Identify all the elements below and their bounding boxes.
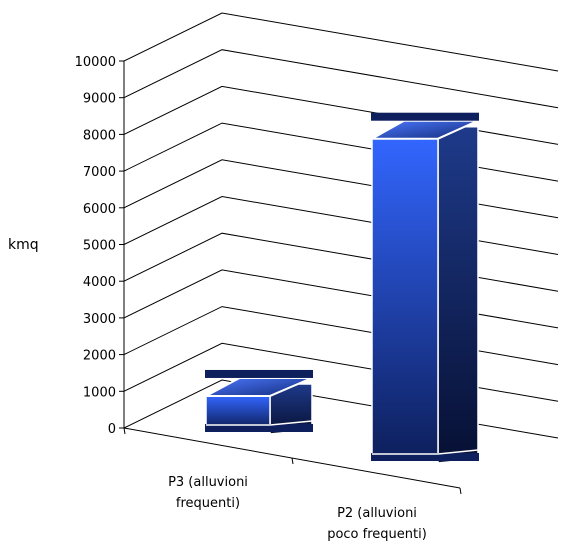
bar-base-strip [371,453,479,461]
y-tick-label: 1000 [83,385,116,400]
y-tick-label: 5000 [83,239,116,254]
bar-cap-back [371,112,479,121]
x-tick-label-line: P3 (alluvioni [168,475,248,490]
x-tick-label-line: poco frequenti) [327,527,427,542]
y-tick-label: 0 [108,422,116,437]
y-tick-label: 10000 [75,55,116,70]
gridline [123,269,559,329]
bar-side-edge [437,449,479,455]
gridline [123,159,559,219]
y-axis-label: kmq [8,237,39,253]
x-tick-label: P2 (alluvioni poco frequenti) [327,506,427,542]
gridline [123,49,559,109]
bar-front [205,395,271,429]
gridline [123,379,559,439]
bar-front [371,137,439,458]
x-tick [291,457,294,465]
x-tick [123,427,126,435]
axes [119,60,462,495]
gridline [123,85,559,145]
gridline [123,342,559,402]
y-tick-label: 7000 [83,165,116,180]
y-tick-label: 9000 [83,92,116,107]
y-tick-label: 8000 [83,128,116,143]
y-tick-label: 2000 [83,349,116,364]
gridlines [123,12,559,439]
gridline [123,232,559,292]
x-tick [459,487,462,495]
gridline [123,195,559,255]
gridline [123,12,559,72]
y-tick-label: 3000 [83,312,116,327]
gridline [123,306,559,366]
gridline [123,122,559,182]
y-tick-labels: 0 1000 2000 3000 4000 5000 6000 7000 8000 9000 100… [75,55,116,437]
bar-cap-back [205,369,313,378]
x-tick-labels: P3 (alluvioni frequenti) P2 (alluvioni poco… [168,475,427,542]
x-tick-label: P3 (alluvioni frequenti) [168,475,248,511]
bars [205,112,479,464]
bar-base-strip [205,424,313,432]
bar-side-edge [269,420,313,426]
y-tick-label: 4000 [83,275,116,290]
bar-1 [205,369,313,435]
x-tick-label-line: P2 (alluvioni [337,506,417,521]
x-tick-label-line: frequenti) [176,496,240,511]
bar-2 [368,112,479,464]
bar-side [437,125,479,464]
y-tick-label: 6000 [83,202,116,217]
